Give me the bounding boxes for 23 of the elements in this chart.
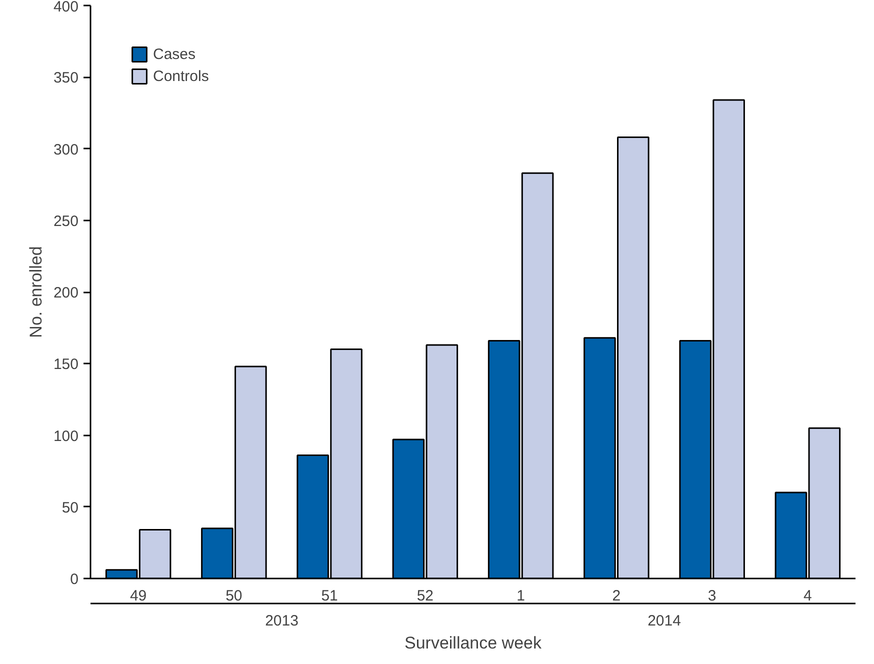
y-tick-label: 250 xyxy=(53,212,79,230)
x-tick-label: 2 xyxy=(612,588,621,604)
x-tick-label: 3 xyxy=(708,588,716,604)
text: 2014 xyxy=(648,612,681,630)
y-tick-label: 300 xyxy=(53,141,79,158)
x-tick-label: 50 xyxy=(226,588,242,604)
y-tick-label: 200 xyxy=(53,284,79,302)
y-axis-title: No. enrolled xyxy=(26,246,46,338)
y-tick-label: 400 xyxy=(53,0,79,16)
legend-label: Cases xyxy=(153,46,196,62)
x-tick-label: 51 xyxy=(321,588,338,604)
y-tick-label: 50 xyxy=(62,499,79,516)
x-tick-label: 1 xyxy=(516,588,525,604)
x-tick-label: 4 xyxy=(804,588,812,604)
y-tick-label: 100 xyxy=(53,428,79,445)
y-tick-label: 350 xyxy=(53,70,79,87)
x-tick-label: 52 xyxy=(416,588,434,604)
x-axis-title: Surveillance week xyxy=(404,634,542,652)
y-tick-label: 150 xyxy=(53,356,79,374)
x-tick-label: 49 xyxy=(130,588,147,604)
y-tick-label: 0 xyxy=(70,571,78,588)
legend-label: Controls xyxy=(153,68,209,84)
text: 2013 xyxy=(265,612,298,630)
